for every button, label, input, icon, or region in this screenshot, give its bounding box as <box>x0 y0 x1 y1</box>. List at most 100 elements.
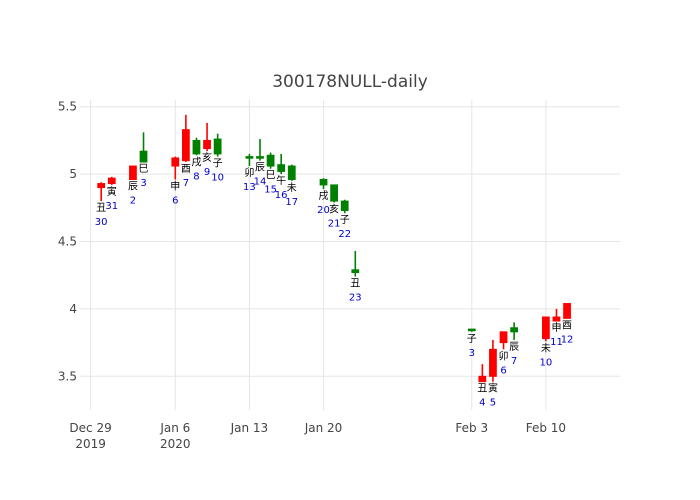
candle-branch-label: 酉 <box>562 320 572 331</box>
candle-branch-label: 亥 <box>329 202 339 215</box>
candle-branch-label: 巳 <box>266 170 276 182</box>
candle <box>139 132 148 163</box>
candle-branch-label: 未 <box>541 342 551 354</box>
candle-branch-label: 寅 <box>488 382 498 395</box>
candle <box>277 153 286 175</box>
candle-body <box>287 165 296 181</box>
candle-body <box>330 184 339 202</box>
x-tick-label: Jan 6 <box>159 421 190 435</box>
candle-branch-label: 丑 <box>350 279 360 290</box>
candle-day-label: 9 <box>204 167 210 178</box>
candle-branch-label: 申 <box>551 321 561 334</box>
candle <box>340 199 349 214</box>
candle-day-label: 6 <box>172 196 178 207</box>
candle-body <box>319 179 328 186</box>
candle-branch-label: 辰 <box>128 181 138 193</box>
candle-day-label: 21 <box>328 218 341 229</box>
candle-day-label: 17 <box>285 197 298 208</box>
candle-branch-label: 未 <box>287 182 297 194</box>
candles <box>97 114 571 383</box>
candle-day-label: 4 <box>479 398 485 409</box>
candle-day-label: 23 <box>349 293 362 304</box>
candle <box>563 303 571 319</box>
candle-day-label: 8 <box>193 171 199 182</box>
candle <box>213 133 222 157</box>
candle-body <box>510 327 519 333</box>
x-tick-label: Dec 29 <box>69 421 111 435</box>
candle-branch-label: 巳 <box>139 163 149 175</box>
candle <box>203 122 211 152</box>
candle-branch-label: 子 <box>467 333 477 345</box>
candle-day-label: 22 <box>338 229 351 240</box>
candle-day-label: 12 <box>561 334 574 345</box>
x-tick-label: Feb 10 <box>526 421 566 435</box>
candle-body <box>266 154 275 167</box>
x-axis: Dec 29 2019 Jan 6 2020 Jan 13 Jan 20 Feb 3 Feb … <box>69 421 566 451</box>
y-tick-label: 3.5 <box>58 369 77 383</box>
candle <box>541 316 550 342</box>
candle-day-label: 20 <box>317 205 330 216</box>
candle <box>552 308 561 322</box>
candle-day-label: 10 <box>540 357 553 368</box>
candle-branch-label: 丑 <box>96 203 106 214</box>
candle-body <box>192 139 201 155</box>
candle <box>478 364 487 383</box>
candle <box>467 328 476 332</box>
candle-body <box>129 165 137 181</box>
x-tick-label: Feb 3 <box>455 421 488 435</box>
candle <box>499 331 508 350</box>
candle-branch-label: 戌 <box>319 189 329 202</box>
y-tick-label: 5.5 <box>58 100 77 114</box>
candle-day-label: 15 <box>264 185 277 196</box>
candle-body <box>499 331 508 344</box>
candle-body <box>340 200 349 212</box>
candle <box>510 322 519 340</box>
candle-branch-label: 辰 <box>255 162 265 174</box>
candle-body <box>563 303 571 319</box>
x-tick-label: Jan 20 <box>304 421 343 435</box>
candle <box>107 176 116 185</box>
candle-body <box>181 129 190 162</box>
candle-body <box>171 157 180 167</box>
candle-day-label: 3 <box>469 348 475 359</box>
candle <box>287 164 296 181</box>
candle-body <box>541 316 550 340</box>
y-tick-label: 4 <box>69 302 77 316</box>
candle-branch-label: 戌 <box>191 155 201 168</box>
candle-body <box>351 269 360 274</box>
candle-day-label: 10 <box>211 173 224 184</box>
candle-day-label: 30 <box>95 217 108 228</box>
candle-day-label: 11 <box>550 337 563 348</box>
candle <box>245 153 254 167</box>
candle-branch-label: 丑 <box>477 384 487 395</box>
candle-body <box>478 375 487 383</box>
candle-day-label: 31 <box>105 201 118 212</box>
candle-day-label: 7 <box>183 178 189 189</box>
candle-branch-label: 子 <box>340 214 350 226</box>
candle-day-label: 3 <box>140 178 146 189</box>
x-tick-label: Jan 13 <box>230 421 269 435</box>
candle-body <box>245 156 254 159</box>
grid-lines <box>80 100 620 410</box>
candle <box>266 152 275 169</box>
chart-title: 300178NULL-daily <box>272 72 428 92</box>
candle-day-label: 7 <box>511 356 517 367</box>
candle <box>330 184 339 203</box>
candle-branch-label: 午 <box>276 174 286 187</box>
candle <box>192 137 201 156</box>
y-tick-label: 5 <box>69 167 77 181</box>
candle-branch-label: 酉 <box>181 164 191 175</box>
candle-body <box>552 316 561 322</box>
candle-branch-label: 申 <box>170 180 180 193</box>
candle-day-label: 5 <box>490 398 496 409</box>
candle-day-label: 16 <box>275 190 288 201</box>
candle-branch-label: 卯 <box>244 167 254 179</box>
candle-branch-label: 子 <box>213 158 223 170</box>
candle-body <box>97 183 106 189</box>
y-tick-label: 4.5 <box>58 235 77 249</box>
candle-body <box>107 177 116 185</box>
candle-day-label: 14 <box>254 177 267 188</box>
candle-branch-label: 亥 <box>202 151 212 164</box>
candle-body <box>277 164 286 172</box>
